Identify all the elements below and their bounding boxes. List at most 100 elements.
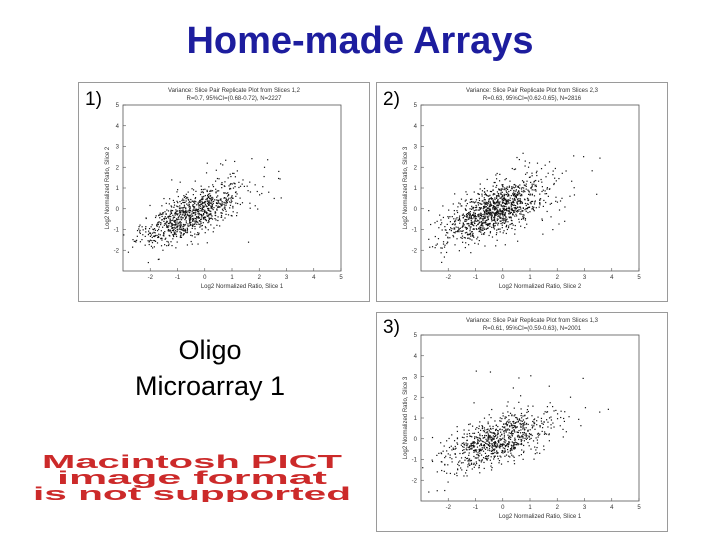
data-point (166, 226, 168, 228)
data-point (539, 425, 541, 427)
data-point (533, 180, 536, 182)
data-point (197, 208, 199, 211)
data-point (514, 209, 516, 212)
data-point (453, 473, 456, 475)
data-point (504, 445, 507, 448)
data-point (477, 243, 479, 245)
data-point (224, 208, 226, 210)
data-point (501, 417, 503, 420)
data-point (200, 199, 202, 201)
data-point (469, 445, 471, 447)
data-point (453, 227, 455, 229)
data-point (493, 445, 495, 447)
data-point (487, 437, 489, 439)
data-point (485, 432, 487, 434)
data-point (599, 411, 601, 413)
data-point (474, 212, 477, 214)
data-point (490, 214, 492, 216)
data-point (494, 222, 496, 225)
data-point (187, 204, 189, 206)
data-point (204, 232, 206, 234)
data-point (571, 180, 573, 182)
data-point (492, 208, 494, 210)
data-point (191, 235, 193, 237)
data-point (160, 224, 162, 226)
data-point (179, 210, 181, 213)
data-point (503, 205, 505, 207)
data-point (473, 201, 475, 203)
data-point (510, 201, 512, 204)
data-point (178, 207, 181, 209)
data-point (502, 209, 504, 211)
data-point (211, 196, 213, 198)
data-point (209, 190, 211, 192)
data-point (519, 200, 522, 203)
data-point (529, 202, 531, 204)
data-point (481, 190, 484, 192)
data-point (202, 202, 204, 204)
data-point (513, 194, 515, 196)
data-point (158, 233, 160, 235)
data-point (492, 224, 495, 226)
data-point (145, 217, 147, 220)
data-point (201, 208, 203, 211)
data-point (193, 212, 196, 214)
data-point (455, 456, 457, 458)
data-point (180, 222, 182, 224)
data-point (552, 229, 554, 231)
data-point (494, 198, 496, 201)
data-point (499, 197, 501, 199)
data-point (525, 417, 527, 420)
data-point (471, 239, 473, 241)
data-point (502, 232, 504, 234)
data-point (523, 181, 525, 183)
data-point (218, 202, 220, 204)
data-point (477, 442, 479, 444)
data-point (476, 446, 479, 448)
data-point (515, 213, 517, 215)
data-point (193, 208, 195, 210)
data-point (494, 441, 497, 443)
data-point (263, 166, 266, 168)
data-point (435, 244, 437, 246)
data-point (189, 216, 192, 219)
data-point (499, 214, 501, 216)
data-point (480, 217, 482, 219)
data-point (532, 209, 535, 211)
data-point (485, 202, 487, 204)
data-point (499, 445, 501, 447)
data-point (162, 212, 164, 214)
data-point (502, 197, 505, 199)
data-point (504, 212, 507, 214)
x-tick-label: 2 (258, 275, 262, 281)
data-point (469, 435, 471, 437)
data-point (170, 225, 172, 227)
data-point (151, 240, 153, 242)
data-point (456, 474, 458, 477)
data-point (481, 435, 483, 437)
data-point (173, 231, 175, 233)
data-point (502, 212, 504, 214)
data-point (504, 426, 506, 428)
data-point (544, 431, 546, 433)
data-point (171, 223, 173, 225)
data-point (439, 214, 441, 216)
data-point (454, 453, 456, 455)
data-point (525, 434, 527, 436)
data-point (469, 228, 471, 230)
data-point (478, 239, 480, 242)
data-point (197, 221, 199, 223)
data-point (510, 448, 513, 450)
data-point (179, 224, 181, 226)
data-point (564, 206, 566, 208)
data-point (169, 235, 171, 237)
data-point (188, 199, 190, 201)
data-point (483, 207, 485, 209)
data-point (486, 201, 488, 203)
data-point (513, 207, 515, 209)
data-point (508, 429, 510, 431)
data-point (463, 224, 465, 226)
data-point (174, 214, 176, 216)
data-point (215, 205, 217, 207)
data-point (530, 181, 532, 184)
